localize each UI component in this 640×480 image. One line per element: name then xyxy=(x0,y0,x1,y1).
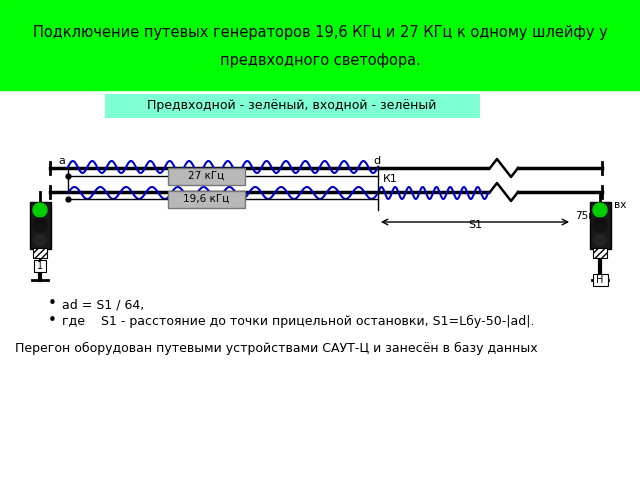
Text: Н: Н xyxy=(596,275,604,285)
FancyBboxPatch shape xyxy=(589,202,611,249)
FancyBboxPatch shape xyxy=(29,202,51,249)
FancyBboxPatch shape xyxy=(593,248,607,258)
Circle shape xyxy=(33,203,47,217)
Text: •: • xyxy=(48,296,57,311)
Circle shape xyxy=(594,234,606,246)
FancyBboxPatch shape xyxy=(33,248,47,258)
Text: 19,6 кГц: 19,6 кГц xyxy=(183,194,229,204)
FancyBboxPatch shape xyxy=(105,94,480,118)
Circle shape xyxy=(593,218,607,232)
Bar xyxy=(0,0,640,90)
Circle shape xyxy=(593,203,607,217)
Text: вх: вх xyxy=(614,200,627,210)
FancyBboxPatch shape xyxy=(168,191,244,207)
Text: 1: 1 xyxy=(37,261,43,271)
Text: ad = S1 / 64,: ad = S1 / 64, xyxy=(62,298,144,311)
FancyBboxPatch shape xyxy=(34,260,46,272)
Text: S1: S1 xyxy=(468,220,482,230)
FancyBboxPatch shape xyxy=(593,274,607,286)
Text: 27 кГц: 27 кГц xyxy=(188,171,224,181)
Text: где    S1 - расстояние до точки прицельной остановки, S1=Lбу-50-|ad|.: где S1 - расстояние до точки прицельной … xyxy=(62,315,534,328)
Text: d: d xyxy=(373,156,380,166)
Text: 75м: 75м xyxy=(575,211,596,221)
Text: Подключение путевых генераторов 19,6 КГц и 27 КГц к одному шлейфу у: Подключение путевых генераторов 19,6 КГц… xyxy=(33,24,607,39)
Text: предвходного светофора.: предвходного светофора. xyxy=(220,52,420,68)
Text: a: a xyxy=(58,156,65,166)
Circle shape xyxy=(34,234,46,246)
Text: •: • xyxy=(48,313,57,328)
FancyBboxPatch shape xyxy=(168,168,244,184)
Text: Перегон оборудован путевыми устройствами САУТ-Ц и занесён в базу данных: Перегон оборудован путевыми устройствами… xyxy=(15,342,538,355)
Text: Предвходной - зелёный, входной - зелёный: Предвходной - зелёный, входной - зелёный xyxy=(147,99,436,112)
Circle shape xyxy=(33,218,47,232)
Text: К1: К1 xyxy=(383,174,398,184)
